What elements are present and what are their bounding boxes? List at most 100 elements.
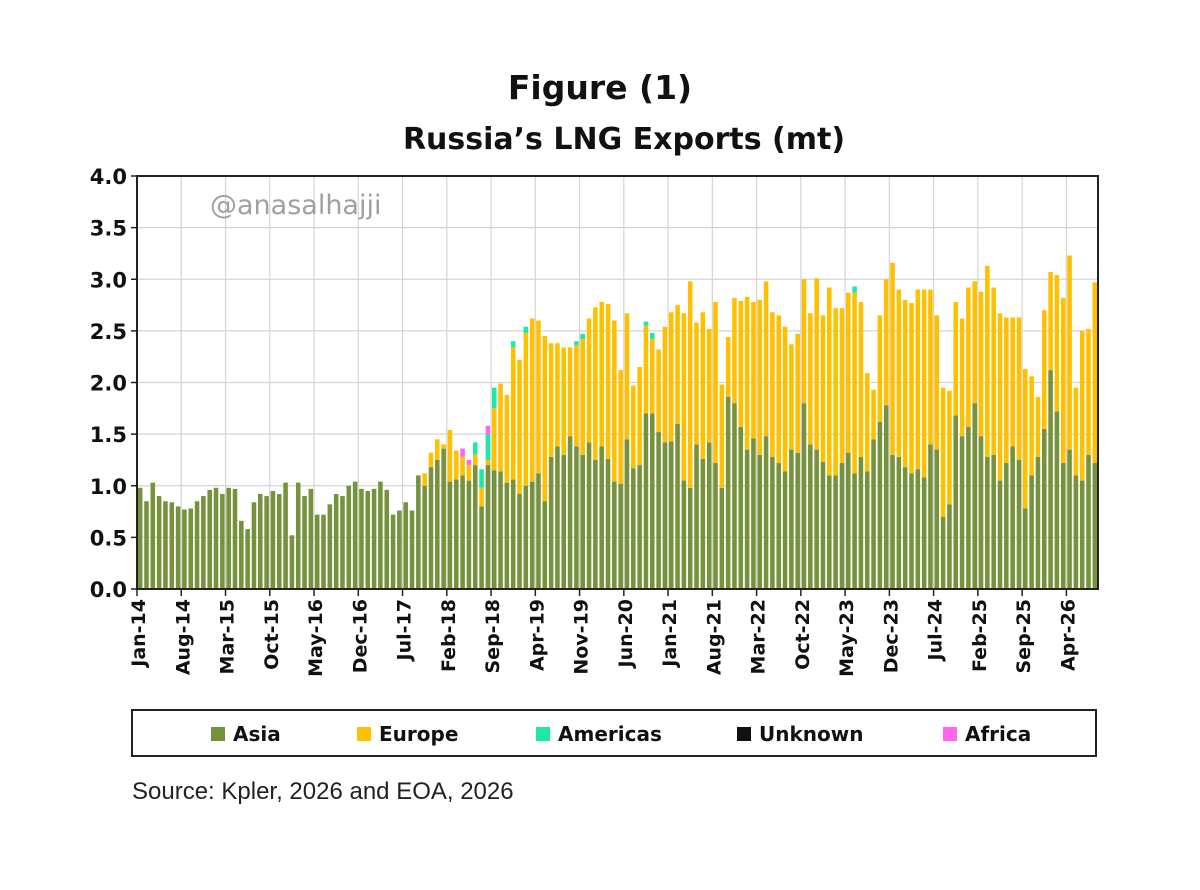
bar-asia — [1048, 370, 1053, 589]
bar-europe — [422, 473, 427, 486]
bar-asia — [574, 446, 579, 589]
bar-asia — [1029, 475, 1034, 589]
bar-asia — [675, 423, 680, 589]
legend-swatch-unknown — [737, 727, 751, 741]
bar-asia — [220, 494, 225, 589]
bar-europe — [858, 301, 864, 457]
bar-europe — [789, 344, 794, 450]
bar-europe — [1016, 317, 1022, 460]
bar-asia — [479, 506, 484, 589]
bar-asia — [491, 470, 497, 589]
y-tick-label: 4.0 — [90, 165, 127, 189]
bar-asia — [978, 436, 984, 589]
bar-asia — [915, 469, 921, 589]
bar-europe — [428, 452, 434, 468]
bar-asia — [871, 439, 876, 589]
bar-asia — [808, 444, 813, 589]
legend-label-asia: Asia — [233, 722, 281, 746]
bar-europe — [890, 262, 895, 455]
bar-asia — [295, 482, 301, 589]
bar-asia — [852, 473, 857, 589]
bar-europe — [491, 408, 497, 471]
bar-europe — [719, 384, 725, 488]
bar-europe — [738, 300, 744, 427]
legend-item-asia: Asia — [211, 722, 281, 746]
bar-asia — [593, 459, 598, 589]
chart-subtitle: Russia’s LNG Exports (mt) — [402, 122, 846, 157]
bar-asia — [460, 475, 465, 589]
bar-europe — [1023, 369, 1028, 509]
bar-asia — [1073, 475, 1079, 589]
bar-asia — [985, 456, 990, 589]
bar-europe — [902, 299, 908, 468]
bar-asia — [144, 501, 149, 589]
x-tick-label: Aug-21 — [703, 599, 725, 675]
x-tick-label: Nov-19 — [571, 599, 593, 675]
bar-europe — [921, 289, 927, 478]
bar-europe — [820, 315, 826, 463]
x-tick-label: Apr-26 — [1057, 599, 1079, 671]
bar-africa — [485, 425, 491, 435]
bar-europe — [656, 349, 661, 433]
bar-asia — [687, 487, 693, 589]
bar-asia — [359, 488, 364, 589]
legend-label-unknown: Unknown — [759, 722, 864, 746]
bar-asia — [725, 396, 731, 589]
bar-asia — [902, 467, 908, 589]
bar-asia — [251, 502, 257, 589]
bar-asia — [1035, 456, 1041, 589]
bar-asia — [454, 479, 459, 589]
bar-europe — [776, 315, 781, 464]
bar-asia — [397, 510, 402, 589]
bar-asia — [194, 501, 200, 589]
bar-europe — [947, 390, 952, 505]
bar-asia — [719, 487, 725, 589]
bar-asia — [239, 520, 244, 589]
bar-asia — [371, 488, 377, 589]
bar-europe — [631, 385, 636, 469]
bar-asia — [435, 459, 440, 589]
x-tick-label: Sep-25 — [1013, 599, 1035, 674]
bar-europe — [808, 313, 813, 445]
bar-asia — [523, 485, 529, 589]
bar-asia — [321, 514, 326, 589]
bar-asia — [827, 475, 832, 589]
bar-europe — [1054, 275, 1060, 412]
legend-swatch-africa — [943, 727, 957, 741]
bar-europe — [441, 444, 446, 449]
bar-europe — [700, 312, 706, 459]
bar-europe — [1067, 255, 1072, 450]
bar-europe — [877, 315, 883, 422]
bar-europe — [991, 287, 996, 455]
bar-asia — [732, 403, 737, 589]
y-tick-label: 0.5 — [90, 526, 127, 550]
bar-asia — [624, 439, 630, 589]
bar-asia — [302, 496, 307, 589]
bar-europe — [713, 301, 718, 464]
bar-asia — [921, 477, 927, 589]
bar-asia — [896, 456, 902, 589]
bar-europe — [498, 383, 503, 472]
bar-europe — [852, 292, 857, 474]
bar-americas — [643, 321, 649, 326]
bar-asia — [333, 494, 339, 589]
x-tick-labels: Jan-14 Aug-14 Mar-15 Oct-15 May-16 Dec-16 Jul-… — [128, 599, 1079, 677]
bar-asia — [795, 452, 800, 589]
bar-americas — [510, 341, 516, 348]
bar-europe — [795, 333, 800, 453]
bar-europe — [454, 450, 459, 480]
bar-europe — [706, 328, 712, 443]
bar-europe — [548, 343, 554, 457]
bar-europe — [574, 345, 579, 447]
bar-asia — [618, 483, 623, 589]
bar-asia — [163, 501, 168, 589]
bar-asia — [188, 508, 194, 589]
bar-asia — [1060, 463, 1066, 589]
bar-europe — [801, 279, 807, 404]
x-tick-label: Aug-14 — [172, 599, 194, 675]
y-tick-label: 1.0 — [90, 475, 127, 499]
bars-group — [137, 255, 1098, 589]
bar-asia — [1092, 463, 1098, 589]
legend: Asia Europe Americas Unknown Africa — [131, 709, 1097, 757]
bar-asia — [972, 403, 977, 589]
